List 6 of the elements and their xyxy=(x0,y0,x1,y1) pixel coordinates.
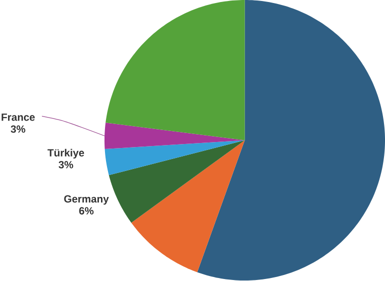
data-label: 6% xyxy=(79,207,94,215)
slice-label: France xyxy=(2,114,35,122)
data-label: 3% xyxy=(58,161,74,169)
slice-label: Germany xyxy=(64,195,109,205)
data-label: 3% xyxy=(10,126,26,134)
slice-label: Türkiye xyxy=(48,149,84,159)
